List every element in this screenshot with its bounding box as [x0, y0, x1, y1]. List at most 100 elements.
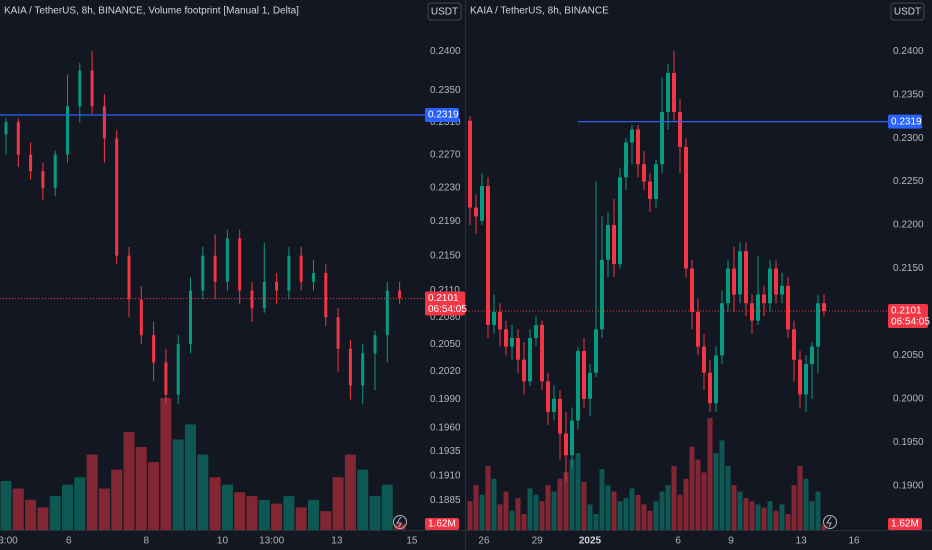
currency-label[interactable]: USDT: [431, 7, 458, 18]
volume-bar: [111, 469, 123, 530]
candle-body: [570, 420, 574, 456]
candle-body: [624, 142, 628, 178]
candle-body: [654, 164, 658, 199]
candle-body: [576, 351, 580, 421]
volume-label: 1.62M: [428, 519, 456, 530]
y-tick-label: 0.2150: [430, 250, 461, 261]
volume-bar: [635, 494, 641, 530]
volume-bar: [521, 514, 527, 530]
candle-body: [164, 362, 168, 395]
candle-body: [792, 329, 796, 360]
volume-bar: [707, 418, 713, 530]
candle-body: [398, 290, 402, 299]
left-panel: KAIA / TetherUS, 8h, BINANCE, Volume foo…: [0, 2, 467, 547]
candle-body: [522, 359, 526, 382]
candle-body: [666, 72, 670, 113]
currency-button[interactable]: [890, 2, 925, 21]
candle-body: [504, 329, 508, 347]
volume-bar: [283, 496, 295, 530]
candle-body: [744, 251, 748, 304]
volume-bar: [271, 503, 283, 530]
candle-body: [312, 273, 315, 282]
volume-bar: [320, 511, 332, 530]
x-tick-label: 6: [675, 536, 681, 547]
x-tick-label: 13: [796, 536, 808, 547]
volume-bar: [797, 466, 803, 530]
candle-body: [385, 290, 389, 336]
replay-icon[interactable]: [823, 515, 837, 529]
volume-bar: [737, 491, 743, 530]
candle-body: [816, 303, 820, 347]
candle-body: [780, 285, 784, 295]
volume-bar: [160, 398, 172, 530]
y-tick-label: 0.2300: [893, 133, 924, 144]
candle-body: [636, 129, 640, 165]
volume-bar: [743, 498, 749, 530]
candle-body: [750, 303, 754, 321]
candle-body: [287, 255, 291, 291]
volume-bar: [503, 491, 509, 530]
volume-bar: [725, 466, 731, 530]
y-tick-label: 0.1900: [893, 480, 924, 491]
volume-bar: [98, 488, 110, 530]
plot: [0, 51, 406, 530]
candle-body: [600, 259, 604, 330]
volume-label: 1.62M: [891, 519, 919, 530]
x-tick-label: 13:00: [259, 536, 284, 547]
countdown-label: 06:54:05: [428, 304, 467, 315]
candle-body: [53, 154, 57, 188]
volume-bar: [381, 484, 393, 530]
last-price-label: 0.2101: [428, 293, 459, 304]
candle-body: [582, 351, 586, 399]
volume-bar: [749, 501, 755, 530]
volume-bar: [689, 446, 695, 530]
plot: [467, 51, 827, 530]
volume-bar: [785, 514, 791, 530]
currency-button[interactable]: [427, 2, 462, 21]
volume-bar: [755, 504, 761, 530]
volume-bar: [172, 439, 184, 530]
volume-bar: [653, 501, 659, 530]
candle-body: [714, 355, 718, 404]
currency-label[interactable]: USDT: [894, 7, 921, 18]
volume-bar: [497, 504, 503, 530]
candle-body: [642, 164, 646, 182]
volume-bar: [479, 494, 485, 530]
candle-body: [238, 238, 242, 291]
volume-bar: [719, 440, 725, 530]
candle-body: [630, 129, 634, 143]
volume-bar: [809, 501, 815, 530]
candle-body: [102, 106, 106, 139]
volume-bar: [357, 469, 369, 530]
candle-body: [225, 238, 229, 282]
volume-bar: [575, 453, 581, 530]
candle-body: [588, 372, 592, 399]
candle-body: [540, 324, 544, 382]
y-tick-label: 0.1935: [430, 446, 461, 457]
candle-body: [564, 433, 568, 456]
hline-label-bg: [888, 114, 922, 129]
volume-bar: [605, 485, 611, 530]
volume-bar: [581, 482, 587, 530]
replay-icon[interactable]: [393, 515, 407, 529]
candle-body: [798, 359, 802, 395]
volume-bar: [25, 499, 37, 530]
volume-bar: [617, 501, 623, 530]
volume-bar: [815, 491, 821, 530]
candle-body: [594, 329, 598, 373]
y-tick-label: 0.1885: [430, 495, 461, 506]
y-tick-label: 0.2050: [430, 339, 461, 350]
x-tick-label: 13: [331, 536, 343, 547]
candle-body: [41, 171, 45, 188]
candle-body: [299, 255, 303, 282]
volume-bar: [246, 496, 258, 530]
volume-label-bg: [425, 518, 459, 530]
countdown-label: 06:54:05: [891, 317, 930, 328]
candle-body: [486, 185, 490, 325]
hline-label: 0.2319: [891, 116, 922, 127]
volume-bar: [599, 469, 605, 530]
volume-bar: [148, 462, 160, 530]
candle-body: [546, 381, 550, 412]
y-tick-label: 0.2020: [430, 366, 461, 377]
